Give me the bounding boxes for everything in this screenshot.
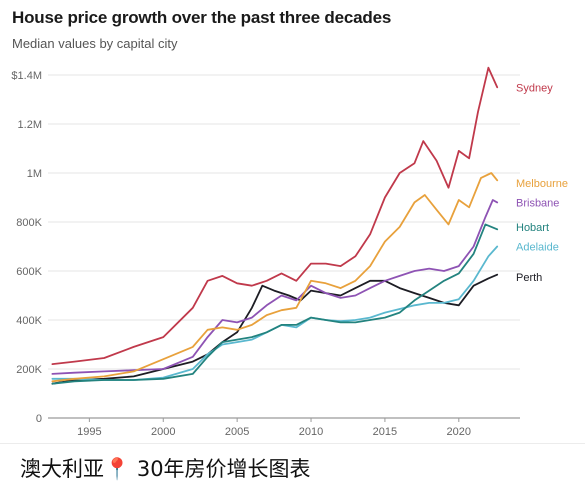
y-tick-label: 0: [36, 413, 42, 425]
series-line-brisbane: [51, 199, 499, 375]
chart-title: House price growth over the past three d…: [12, 8, 392, 27]
y-tick-label: 1M: [27, 168, 42, 180]
chart-subtitle: Median values by capital city: [12, 36, 178, 51]
y-tick-label: 600K: [16, 266, 42, 278]
line-chart: 0 200K 400K 600K 800K 1M 1.2M $1.4M 1995 2000 200…: [11, 66, 568, 438]
y-tick-label: $1.4M: [11, 70, 42, 82]
caption-text-country: 澳大利亚: [20, 457, 104, 481]
caption-text-rest: 30年房价增长图表: [130, 457, 311, 481]
series-line-hobart: [51, 223, 499, 385]
y-tick-label: 800K: [16, 217, 42, 229]
series-label-sydney: Sydney: [516, 82, 553, 94]
x-tick-label: 2005: [225, 426, 249, 438]
series-line-melbourne: [51, 172, 499, 383]
series-line-perth: [51, 273, 499, 385]
series-label-perth: Perth: [516, 272, 542, 284]
series-line-sydney: [51, 66, 499, 365]
x-axis-ticks: 1995 2000 2005 2010 2015 2020: [77, 418, 471, 438]
series-labels: Sydney Melbourne Brisbane Hobart Adelaide Per…: [516, 82, 568, 284]
caption-divider: [0, 443, 585, 444]
y-tick-label: 400K: [16, 315, 42, 327]
x-tick-label: 2015: [373, 426, 397, 438]
pin-icon: 📍: [104, 457, 131, 481]
series-group: [51, 66, 499, 385]
series-label-melbourne: Melbourne: [516, 178, 568, 190]
series-label-hobart: Hobart: [516, 222, 549, 234]
grid-lines: [48, 74, 520, 419]
x-tick-label: 2010: [299, 426, 323, 438]
y-tick-label: 1.2M: [18, 119, 42, 131]
caption: 澳大利亚📍 30年房价增长图表: [20, 453, 311, 483]
x-tick-label: 2000: [151, 426, 175, 438]
series-label-brisbane: Brisbane: [516, 197, 559, 209]
y-tick-label: 200K: [16, 364, 42, 376]
x-tick-label: 2020: [447, 426, 471, 438]
x-tick-label: 1995: [77, 426, 101, 438]
series-label-adelaide: Adelaide: [516, 242, 559, 254]
y-axis-ticks: 0 200K 400K 600K 800K 1M 1.2M $1.4M: [11, 70, 42, 425]
